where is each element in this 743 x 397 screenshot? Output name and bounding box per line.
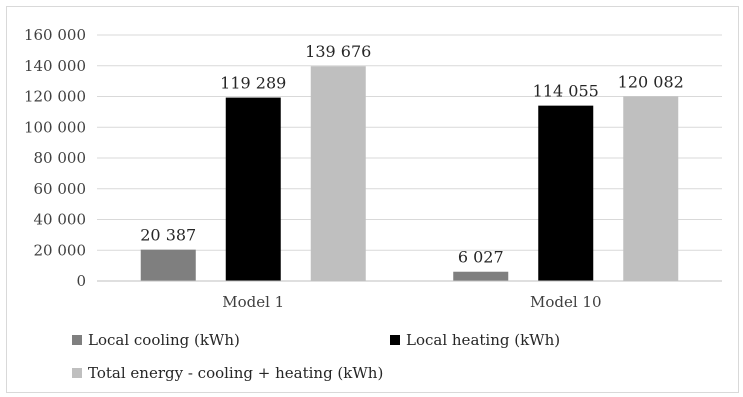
bar — [453, 271, 509, 281]
bar — [310, 66, 366, 281]
bar — [140, 249, 196, 281]
y-axis-tick-labels: 0 20 000 40 000 60 000 80 000 100 000 120 000 1… — [24, 26, 86, 290]
y-tick-label: 60 000 — [34, 180, 87, 198]
legend-label: Local cooling (kWh) — [88, 331, 240, 349]
gridlines — [97, 34, 722, 251]
bar — [623, 96, 679, 281]
bar — [225, 97, 281, 281]
y-tick-label: 120 000 — [24, 88, 86, 106]
y-tick-label: 0 — [76, 272, 86, 290]
data-label: 20 387 — [140, 226, 196, 245]
y-tick-label: 80 000 — [34, 149, 87, 167]
legend-swatch — [390, 335, 400, 345]
x-tick-label: Model 1 — [222, 293, 284, 311]
data-label: 114 055 — [533, 82, 599, 101]
legend-label: Total energy - cooling + heating (kWh) — [88, 364, 383, 382]
chart-frame — [6, 6, 739, 393]
y-tick-label: 160 000 — [24, 26, 86, 44]
legend-label: Local heating (kWh) — [406, 331, 560, 349]
data-label: 119 289 — [220, 74, 286, 93]
legend: Local cooling (kWh) Local heating (kWh) To… — [72, 331, 560, 382]
data-labels: 20 387 119 289 139 676 6 027 114 055 120 082 — [140, 42, 684, 266]
bars — [140, 66, 679, 281]
y-tick-label: 100 000 — [24, 118, 86, 136]
legend-swatch — [72, 368, 82, 378]
data-label: 6 027 — [458, 248, 504, 267]
x-tick-label: Model 10 — [530, 293, 602, 311]
legend-swatch — [72, 335, 82, 345]
y-tick-label: 40 000 — [34, 211, 87, 229]
data-label: 139 676 — [305, 42, 371, 61]
y-tick-label: 140 000 — [24, 57, 86, 75]
data-label: 120 082 — [618, 72, 684, 91]
x-axis: Model 1 Model 10 — [97, 280, 722, 311]
y-tick-label: 20 000 — [34, 241, 87, 259]
bar — [538, 105, 594, 281]
